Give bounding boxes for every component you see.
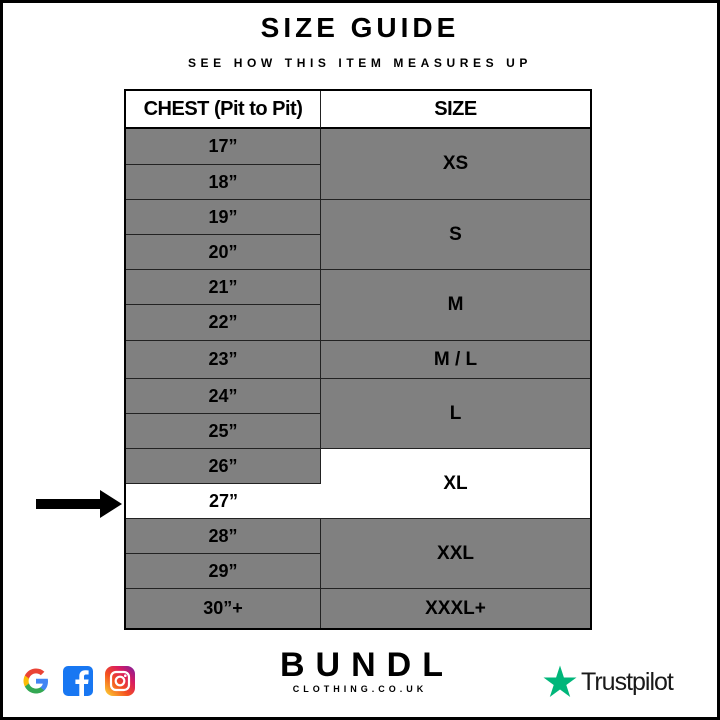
chest-cell: 20” bbox=[126, 235, 321, 270]
facebook-icon[interactable] bbox=[62, 665, 94, 697]
social-icons bbox=[20, 665, 136, 697]
size-cell: XXXL+ bbox=[321, 589, 590, 628]
size-cell: L bbox=[321, 379, 590, 449]
brand-logo: BUNDL CLOTHING.CO.UK bbox=[270, 648, 450, 694]
trustpilot-star-icon bbox=[543, 665, 577, 697]
chest-cell-highlighted: 27” bbox=[126, 484, 321, 519]
chest-cell: 29” bbox=[126, 554, 321, 589]
trustpilot-logo[interactable]: Trustpilot bbox=[542, 664, 674, 700]
chest-cell: 18” bbox=[126, 165, 321, 200]
size-cell: S bbox=[321, 200, 590, 270]
chest-cell: 19” bbox=[126, 200, 321, 235]
size-cell: XXL bbox=[321, 519, 590, 589]
header-chest: CHEST (Pit to Pit) bbox=[126, 91, 321, 129]
arrow-right-icon bbox=[36, 490, 122, 518]
size-cell: M bbox=[321, 270, 590, 341]
trustpilot-label: Trustpilot bbox=[581, 667, 674, 696]
chest-cell: 24” bbox=[126, 379, 321, 414]
size-cell: XS bbox=[321, 129, 590, 200]
page-title: SIZE GUIDE bbox=[260, 12, 460, 43]
chest-cell: 28” bbox=[126, 519, 321, 554]
size-cell-highlighted: XL bbox=[321, 449, 590, 519]
chest-cell: 17” bbox=[126, 129, 321, 165]
header-size: SIZE bbox=[321, 91, 590, 129]
chest-cell: 22” bbox=[126, 305, 321, 341]
chest-cell: 26” bbox=[126, 449, 321, 484]
page-subtitle: SEE HOW THIS ITEM MEASURES UP bbox=[187, 56, 533, 70]
size-table: CHEST (Pit to Pit) SIZE 17” 18” 19” 20” … bbox=[124, 89, 592, 630]
brand-website: CLOTHING.CO.UK bbox=[292, 684, 428, 694]
google-icon[interactable] bbox=[20, 665, 52, 697]
chest-cell: 25” bbox=[126, 414, 321, 449]
chest-cell: 30”+ bbox=[126, 589, 321, 628]
size-cell: M / L bbox=[321, 341, 590, 379]
chest-cell: 23” bbox=[126, 341, 321, 379]
chest-cell: 21” bbox=[126, 270, 321, 305]
brand-name: BUNDL bbox=[280, 646, 454, 684]
instagram-icon[interactable] bbox=[104, 665, 136, 697]
